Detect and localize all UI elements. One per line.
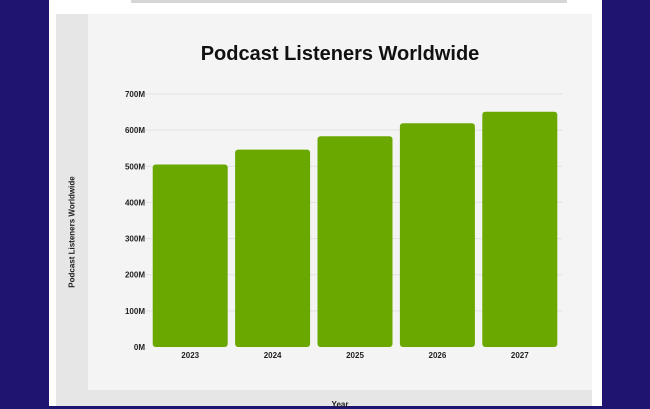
bar-2027	[482, 111, 558, 348]
x-tick-label: 2026	[429, 351, 447, 360]
y-axis-label-strip: Podcast Listeners Worldwide	[56, 14, 88, 406]
bar-2026	[399, 123, 475, 347]
bar-2023	[152, 164, 228, 347]
bar-2024	[235, 149, 311, 347]
window-top-strip	[49, 0, 602, 6]
y-tick-label: 500M	[125, 162, 145, 171]
x-axis-label: Year	[331, 400, 349, 409]
x-tick-label: 2024	[264, 351, 282, 360]
y-tick-label: 700M	[125, 90, 145, 99]
y-tick-label: 0M	[134, 343, 145, 352]
scrollbar-track[interactable]	[131, 0, 567, 3]
x-tick-label: 2027	[511, 351, 529, 360]
y-tick-label: 600M	[125, 126, 145, 135]
bar-2025	[317, 136, 393, 347]
chart-title: Podcast Listeners Worldwide	[200, 43, 480, 65]
x-axis-label-strip: Year	[88, 390, 592, 409]
x-tick-label: 2023	[181, 351, 199, 360]
y-tick-labels: 0M 100M 200M 300M 400M 500M 600M 700M	[125, 90, 145, 352]
bars	[152, 111, 558, 348]
y-tick-label: 300M	[125, 235, 145, 244]
y-tick-label: 400M	[125, 198, 145, 207]
y-tick-label: 100M	[125, 307, 145, 316]
y-tick-label: 200M	[125, 271, 145, 280]
x-tick-label: 2025	[346, 351, 364, 360]
x-tick-labels: 2023 2024 2025 2026 2027	[181, 351, 529, 360]
